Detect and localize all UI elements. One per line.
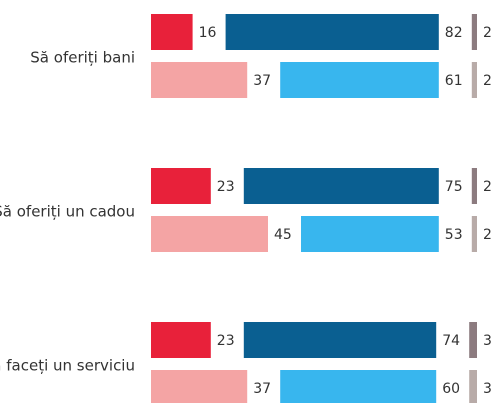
bar	[225, 14, 439, 50]
value-label: 37	[253, 381, 271, 397]
bar	[280, 370, 437, 403]
value-label: 2	[483, 25, 492, 41]
bar	[301, 216, 439, 252]
value-label: 23	[217, 333, 235, 349]
value-label: 74	[442, 333, 460, 349]
value-label: 2	[483, 73, 492, 89]
bar	[243, 168, 439, 204]
category-label: Să faceți un serviciu	[0, 357, 135, 375]
value-label: 37	[253, 73, 271, 89]
category-label: Să oferiți bani	[30, 49, 135, 67]
value-label: 3	[483, 381, 492, 397]
value-label: 61	[445, 73, 463, 89]
value-label: 2	[483, 179, 492, 195]
bar	[471, 14, 477, 50]
bar	[151, 168, 211, 204]
bar	[151, 62, 248, 98]
value-label: 2	[483, 227, 492, 243]
value-label: 82	[445, 25, 463, 41]
value-label: 45	[274, 227, 292, 243]
value-label: 23	[217, 179, 235, 195]
bar	[471, 216, 477, 252]
bar	[469, 322, 477, 358]
category-label: Să oferiți un cadou	[0, 203, 135, 221]
bar	[151, 322, 211, 358]
value-label: 3	[483, 333, 492, 349]
bar	[151, 370, 248, 403]
value-label: 16	[199, 25, 217, 41]
value-label: 75	[445, 179, 463, 195]
value-label: 53	[445, 227, 463, 243]
bar	[151, 216, 268, 252]
bar	[471, 62, 477, 98]
bar	[243, 322, 437, 358]
bar	[471, 168, 477, 204]
bar	[469, 370, 477, 403]
value-label: 60	[442, 381, 460, 397]
bar	[280, 62, 439, 98]
bar	[151, 14, 193, 50]
